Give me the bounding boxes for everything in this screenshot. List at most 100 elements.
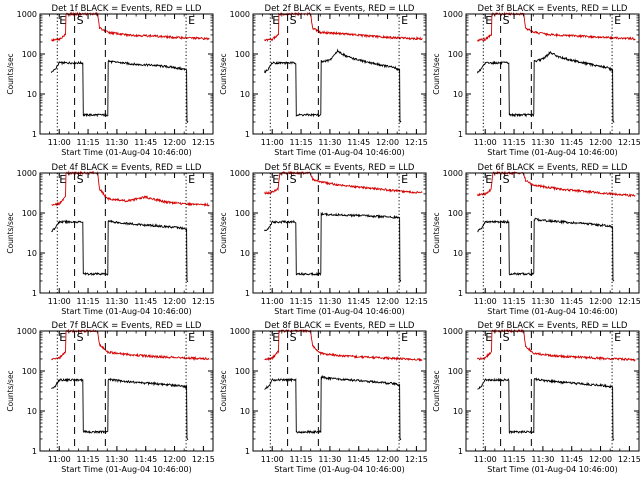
x-tick-label: 11:45 — [347, 138, 370, 147]
x-tick-label: 11:00 — [261, 297, 284, 306]
marker-label: S — [290, 14, 297, 27]
x-tick-label: 11:00 — [474, 138, 497, 147]
x-tick-label: 11:30 — [105, 138, 128, 147]
x-tick-label: 12:15 — [192, 297, 215, 306]
x-tick-label: 12:15 — [618, 138, 640, 147]
y-tick-label: 1 — [32, 130, 37, 139]
x-axis-label: Start Time (01-Aug-04 10:46:00) — [487, 307, 618, 316]
series-line — [477, 50, 615, 123]
series-line — [51, 59, 189, 124]
chart-title: Det 5f BLACK = Events, RED = LLD — [265, 163, 415, 173]
series-line — [477, 170, 636, 198]
marker-label: S — [77, 14, 84, 27]
series-line — [264, 170, 423, 195]
marker-label: E — [401, 331, 408, 344]
marker-label: E — [59, 173, 66, 186]
y-axis-label: Counts/sec — [6, 53, 15, 94]
chart-title: Det 4f BLACK = Events, RED = LLD — [52, 163, 202, 173]
y-tick-label: 1 — [245, 289, 250, 298]
y-tick-label: 100 — [235, 367, 250, 376]
y-tick-label: 1000 — [443, 327, 463, 336]
x-tick-label: 11:15 — [290, 138, 313, 147]
marker-label: E — [614, 331, 621, 344]
marker-label: S — [77, 331, 84, 344]
x-tick-label: 12:15 — [405, 455, 428, 464]
x-tick-label: 12:15 — [405, 297, 428, 306]
y-tick-label: 100 — [448, 50, 463, 59]
x-tick-label: 11:45 — [134, 138, 157, 147]
marker-label: S — [503, 331, 510, 344]
x-tick-label: 11:45 — [560, 455, 583, 464]
y-tick-label: 10 — [27, 407, 37, 416]
series-line — [51, 170, 210, 207]
y-tick-label: 1000 — [17, 327, 37, 336]
y-tick-label: 100 — [22, 209, 37, 218]
y-tick-label: 1 — [245, 130, 250, 139]
series-line — [264, 328, 423, 362]
y-tick-label: 1000 — [230, 169, 250, 178]
marker-label: E — [485, 173, 492, 186]
x-tick-label: 11:15 — [77, 297, 100, 306]
marker-label: E — [614, 173, 621, 186]
y-tick-label: 10 — [453, 249, 463, 258]
series-line — [264, 11, 423, 42]
chart-title: Det 7f BLACK = Events, RED = LLD — [52, 321, 202, 331]
x-axis-label: Start Time (01-Aug-04 10:46:00) — [274, 148, 405, 157]
x-tick-label: 12:15 — [618, 455, 640, 464]
marker-label: E — [485, 331, 492, 344]
x-tick-label: 12:00 — [589, 455, 612, 464]
x-tick-label: 11:30 — [105, 297, 128, 306]
x-tick-label: 12:00 — [163, 455, 186, 464]
x-tick-label: 11:15 — [503, 297, 526, 306]
marker-label: E — [272, 331, 279, 344]
y-axis-label: Counts/sec — [432, 53, 441, 94]
x-tick-label: 11:00 — [48, 297, 71, 306]
series-line — [264, 374, 402, 441]
x-tick-label: 11:30 — [318, 455, 341, 464]
series-line — [51, 377, 189, 441]
x-tick-label: 12:15 — [192, 138, 215, 147]
y-tick-label: 100 — [22, 50, 37, 59]
x-tick-label: 11:00 — [48, 455, 71, 464]
y-tick-label: 100 — [235, 209, 250, 218]
y-axis-label: Counts/sec — [219, 370, 228, 411]
chart-title: Det 9f BLACK = Events, RED = LLD — [478, 321, 628, 331]
marker-label: S — [503, 173, 510, 186]
series-line — [477, 11, 636, 43]
y-tick-label: 10 — [240, 407, 250, 416]
marker-label: E — [272, 173, 279, 186]
y-tick-label: 1 — [245, 447, 250, 456]
y-axis-label: Counts/sec — [432, 212, 441, 253]
y-tick-label: 1000 — [230, 10, 250, 19]
x-axis-label: Start Time (01-Aug-04 10:46:00) — [487, 148, 618, 157]
y-tick-label: 1000 — [443, 10, 463, 19]
x-tick-label: 12:00 — [589, 297, 612, 306]
x-tick-label: 11:00 — [261, 455, 284, 464]
y-axis-label: Counts/sec — [219, 212, 228, 253]
y-tick-label: 10 — [27, 249, 37, 258]
chart-title: Det 3f BLACK = Events, RED = LLD — [478, 4, 628, 14]
marker-label: E — [614, 14, 621, 27]
x-tick-label: 11:15 — [503, 138, 526, 147]
y-tick-label: 10 — [240, 249, 250, 258]
x-axis-label: Start Time (01-Aug-04 10:46:00) — [61, 465, 192, 474]
x-axis-label: Start Time (01-Aug-04 10:46:00) — [61, 148, 192, 157]
x-axis-label: Start Time (01-Aug-04 10:46:00) — [274, 465, 405, 474]
marker-label: E — [188, 14, 195, 27]
y-tick-label: 1 — [32, 289, 37, 298]
marker-label: S — [77, 173, 84, 186]
x-axis-label: Start Time (01-Aug-04 10:46:00) — [61, 307, 192, 316]
x-axis-label: Start Time (01-Aug-04 10:46:00) — [487, 465, 618, 474]
x-tick-label: 11:00 — [48, 138, 71, 147]
series-line — [477, 217, 615, 282]
x-tick-label: 11:30 — [531, 297, 554, 306]
x-tick-label: 12:15 — [192, 455, 215, 464]
x-tick-label: 11:00 — [261, 138, 284, 147]
x-tick-label: 12:00 — [163, 297, 186, 306]
